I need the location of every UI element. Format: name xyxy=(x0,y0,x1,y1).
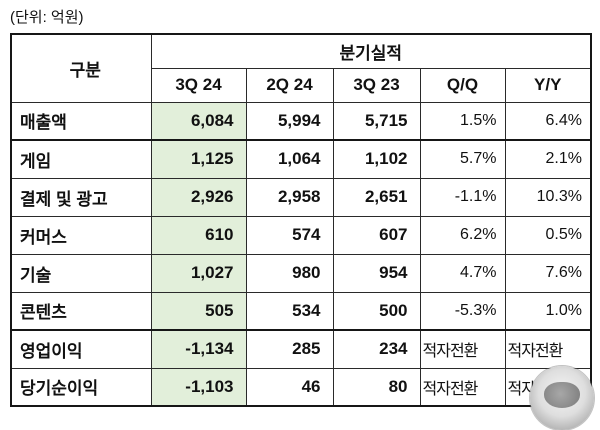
column-header-3q23: 3Q 23 xyxy=(332,67,421,103)
cell-value: 7.6% xyxy=(504,253,592,293)
row-label: 커머스 xyxy=(10,215,152,255)
table-row: 결제 및 광고 2,926 2,958 2,651 -1.1% 10.3% xyxy=(10,177,592,217)
cell-value: 954 xyxy=(332,253,421,293)
cell-value: 1.0% xyxy=(504,291,592,331)
cell-value: 46 xyxy=(245,367,334,407)
cell-value: 80 xyxy=(332,367,421,407)
table-row: 게임 1,125 1,064 1,102 5.7% 2.1% xyxy=(10,139,592,179)
cell-value: 285 xyxy=(245,329,334,369)
cell-value: -1.1% xyxy=(419,177,506,217)
table-row: 기술 1,027 980 954 4.7% 7.6% xyxy=(10,253,592,293)
cell-value: 1.5% xyxy=(419,101,506,141)
cell-value: 2,926 xyxy=(150,177,247,217)
cell-value: 534 xyxy=(245,291,334,331)
cell-value: 5.7% xyxy=(419,139,506,179)
watermark-logo xyxy=(530,366,594,430)
group-header: 분기실적 xyxy=(150,33,592,69)
column-header-row: 3Q 24 2Q 24 3Q 23 Q/Q Y/Y xyxy=(11,67,592,103)
column-header-2q24: 2Q 24 xyxy=(245,67,334,103)
corner-header: 구분 xyxy=(10,33,152,103)
row-label: 영업이익 xyxy=(10,329,152,369)
cell-value: 5,994 xyxy=(245,101,334,141)
cell-value: 607 xyxy=(332,215,421,255)
cell-value: 1,102 xyxy=(332,139,421,179)
column-header-yy: Y/Y xyxy=(504,67,592,103)
cell-value: 0.5% xyxy=(504,215,592,255)
cell-value: 2.1% xyxy=(504,139,592,179)
watermark-logo-mark xyxy=(544,382,580,408)
cell-value: 980 xyxy=(245,253,334,293)
cell-value: 적자전환 xyxy=(504,329,592,369)
row-label: 결제 및 광고 xyxy=(10,177,152,217)
row-label: 콘텐츠 xyxy=(10,291,152,331)
table-row: 당기순이익-1,1034680적자전환적자전환 xyxy=(10,367,592,407)
row-label: 당기순이익 xyxy=(10,367,152,407)
group-header-row: 구분 분기실적 xyxy=(10,33,592,103)
table-body: 매출액 6,084 5,994 5,715 1.5% 6.4% 게임 1,125 1,064 1,… xyxy=(10,101,592,407)
column-header-3q24: 3Q 24 xyxy=(150,67,247,103)
unit-label: (단위: 억원) xyxy=(10,9,84,26)
table-row: 영업이익 -1,134 285 234 적자전환 적자전환 xyxy=(10,329,592,369)
cell-value: 5,715 xyxy=(332,101,421,141)
row-label: 게임 xyxy=(10,139,152,179)
cell-value: 6.4% xyxy=(504,101,592,141)
cell-value: 1,125 xyxy=(150,139,247,179)
row-label: 매출액 xyxy=(10,101,152,141)
cell-value: -1,103 xyxy=(150,367,247,407)
row-label: 기술 xyxy=(10,253,152,293)
cell-value: 574 xyxy=(245,215,334,255)
cell-value: 10.3% xyxy=(504,177,592,217)
cell-value: 610 xyxy=(150,215,247,255)
table-row: 콘텐츠 505 534 500 -5.3% 1.0% xyxy=(10,291,592,331)
cell-value: 적자전환 xyxy=(419,329,506,369)
cell-value: -5.3% xyxy=(419,291,506,331)
table-row: 커머스 610 574 607 6.2% 0.5% xyxy=(10,215,592,255)
cell-value: 적자전환 xyxy=(419,367,506,407)
cell-value: 1,064 xyxy=(245,139,334,179)
cell-value: 505 xyxy=(150,291,247,331)
cell-value: 500 xyxy=(332,291,421,331)
cell-value: -1,134 xyxy=(150,329,247,369)
cell-value: 1,027 xyxy=(150,253,247,293)
quarterly-results-table: 구분 분기실적 3Q 24 2Q 24 3Q 23 Q/Q Y/Y 매출액 6,0… xyxy=(10,33,592,407)
cell-value: 6.2% xyxy=(419,215,506,255)
column-header-qq: Q/Q xyxy=(419,67,506,103)
cell-value: 2,958 xyxy=(245,177,334,217)
cell-value: 2,651 xyxy=(332,177,421,217)
cell-value: 234 xyxy=(332,329,421,369)
cell-value: 4.7% xyxy=(419,253,506,293)
cell-value: 6,084 xyxy=(150,101,247,141)
table-row: 매출액 6,084 5,994 5,715 1.5% 6.4% xyxy=(10,101,592,141)
